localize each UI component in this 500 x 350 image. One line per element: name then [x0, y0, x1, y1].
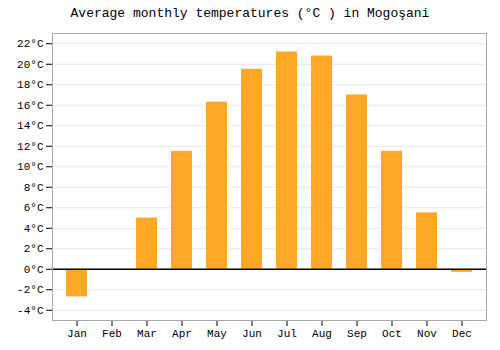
svg-text:4°C: 4°C: [24, 223, 44, 235]
svg-text:Jan: Jan: [67, 328, 87, 340]
svg-text:Jul: Jul: [277, 328, 297, 340]
svg-text:Jun: Jun: [242, 328, 262, 340]
svg-text:Apr: Apr: [172, 328, 192, 340]
svg-text:Feb: Feb: [102, 328, 122, 340]
svg-text:20°C: 20°C: [17, 59, 44, 71]
svg-text:Mar: Mar: [137, 328, 157, 340]
svg-text:14°C: 14°C: [17, 120, 44, 132]
svg-text:12°C: 12°C: [17, 141, 44, 153]
svg-text:May: May: [207, 328, 227, 340]
svg-text:8°C: 8°C: [24, 182, 44, 194]
svg-text:Oct: Oct: [382, 328, 402, 340]
svg-text:Nov: Nov: [417, 328, 437, 340]
svg-text:-4°C: -4°C: [17, 305, 44, 317]
svg-text:Dec: Dec: [452, 328, 472, 340]
svg-text:-2°C: -2°C: [17, 284, 44, 296]
svg-text:18°C: 18°C: [17, 79, 44, 91]
svg-text:10°C: 10°C: [17, 161, 44, 173]
svg-text:Sep: Sep: [347, 328, 367, 340]
svg-text:22°C: 22°C: [17, 38, 44, 50]
svg-text:Aug: Aug: [312, 328, 332, 340]
svg-text:0°C: 0°C: [24, 264, 44, 276]
svg-text:6°C: 6°C: [24, 202, 44, 214]
html-text:Average monthly temperatures (: Average monthly temperatures (°C ) in Mo…: [70, 6, 430, 21]
svg-text:16°C: 16°C: [17, 100, 44, 112]
svg-text:2°C: 2°C: [24, 243, 44, 255]
